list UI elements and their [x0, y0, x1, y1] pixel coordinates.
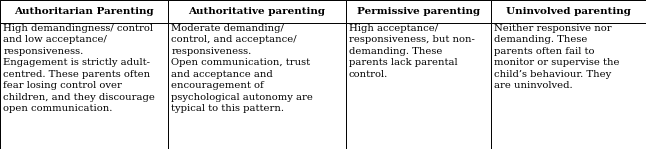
- Text: Moderate demanding/
control, and acceptance/
responsiveness.
Open communication,: Moderate demanding/ control, and accepta…: [171, 24, 313, 113]
- Text: Authoritative parenting: Authoritative parenting: [188, 7, 326, 16]
- Text: Uninvolved parenting: Uninvolved parenting: [506, 7, 631, 16]
- Bar: [0, 23, 168, 149]
- Bar: [0, 0, 168, 23]
- Bar: [346, 0, 491, 23]
- Bar: [168, 0, 346, 23]
- Text: Neither responsive nor
demanding. These
parents often fail to
monitor or supervi: Neither responsive nor demanding. These …: [494, 24, 620, 90]
- Text: Authoritarian Parenting: Authoritarian Parenting: [14, 7, 154, 16]
- Text: High acceptance/
responsiveness, but non-
demanding. These
parents lack parental: High acceptance/ responsiveness, but non…: [349, 24, 475, 79]
- Text: Permissive parenting: Permissive parenting: [357, 7, 480, 16]
- Bar: [346, 23, 491, 149]
- Bar: [491, 0, 646, 23]
- Bar: [491, 23, 646, 149]
- Bar: [168, 23, 346, 149]
- Text: High demandingness/ control
and low acceptance/
responsiveness.
Engagement is st: High demandingness/ control and low acce…: [3, 24, 155, 113]
